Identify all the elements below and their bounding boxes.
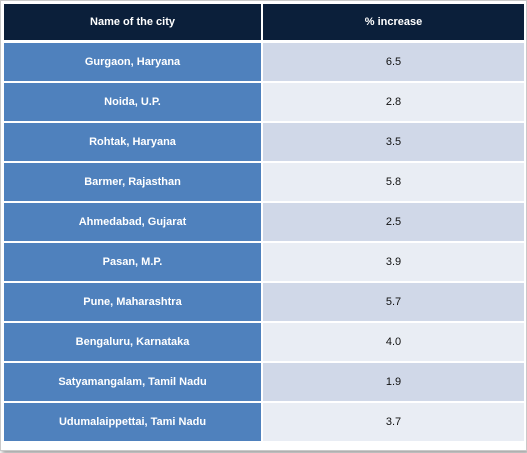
city-name-cell: Noida, U.P. bbox=[4, 82, 263, 123]
table-row: Gurgaon, Haryana 6.5 bbox=[4, 41, 524, 83]
percent-increase-cell: 3.9 bbox=[262, 242, 524, 283]
table-row: Pasan, M.P. 3.9 bbox=[4, 242, 524, 283]
table-row: Bengaluru, Karnataka 4.0 bbox=[4, 322, 524, 363]
column-header-city: Name of the city bbox=[4, 4, 263, 43]
table-header: Name of the city % increase bbox=[4, 4, 524, 43]
percent-increase-cell: 3.7 bbox=[262, 402, 524, 443]
table-body: Gurgaon, Haryana 6.5 Noida, U.P. 2.8 Rohtak,… bbox=[4, 41, 524, 443]
header-row: Name of the city % increase bbox=[4, 4, 524, 43]
table-row: Satyamangalam, Tamil Nadu 1.9 bbox=[4, 362, 524, 403]
city-name-cell: Udumalaippettai, Tami Nadu bbox=[4, 402, 263, 443]
city-name-cell: Ahmedabad, Gujarat bbox=[4, 202, 263, 243]
percent-increase-cell: 5.8 bbox=[262, 162, 524, 203]
city-name-cell: Gurgaon, Haryana bbox=[4, 41, 263, 83]
percent-increase-cell: 3.5 bbox=[262, 122, 524, 163]
city-name-cell: Rohtak, Haryana bbox=[4, 122, 263, 163]
table-row: Noida, U.P. 2.8 bbox=[4, 82, 524, 123]
city-name-cell: Pasan, M.P. bbox=[4, 242, 263, 283]
percent-increase-cell: 1.9 bbox=[262, 362, 524, 403]
city-name-cell: Pune, Maharashtra bbox=[4, 282, 263, 323]
table-row: Rohtak, Haryana 3.5 bbox=[4, 122, 524, 163]
city-name-cell: Barmer, Rajasthan bbox=[4, 162, 263, 203]
city-name-cell: Satyamangalam, Tamil Nadu bbox=[4, 362, 263, 403]
percent-increase-cell: 5.7 bbox=[262, 282, 524, 323]
percent-increase-cell: 4.0 bbox=[262, 322, 524, 363]
column-header-increase: % increase bbox=[262, 4, 524, 43]
table-row: Pune, Maharashtra 5.7 bbox=[4, 282, 524, 323]
percent-increase-cell: 6.5 bbox=[262, 41, 524, 83]
percent-increase-cell: 2.5 bbox=[262, 202, 524, 243]
percent-increase-cell: 2.8 bbox=[262, 82, 524, 123]
city-increase-table: Name of the city % increase Gurgaon, Har… bbox=[4, 4, 524, 443]
city-name-cell: Bengaluru, Karnataka bbox=[4, 322, 263, 363]
table-row: Barmer, Rajasthan 5.8 bbox=[4, 162, 524, 203]
table-row: Ahmedabad, Gujarat 2.5 bbox=[4, 202, 524, 243]
table-row: Udumalaippettai, Tami Nadu 3.7 bbox=[4, 402, 524, 443]
